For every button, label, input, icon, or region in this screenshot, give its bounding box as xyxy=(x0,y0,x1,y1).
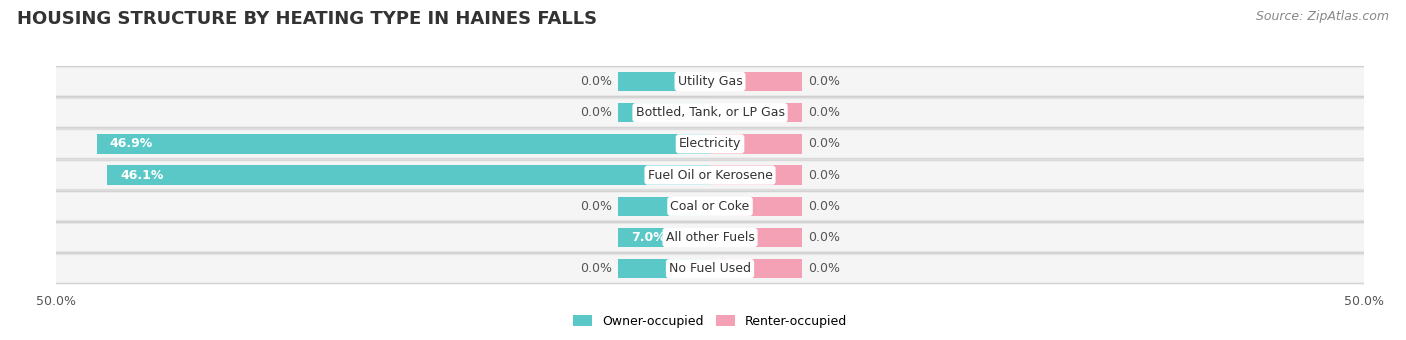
Text: 0.0%: 0.0% xyxy=(808,231,841,244)
Text: 0.0%: 0.0% xyxy=(808,169,841,182)
Bar xyxy=(619,72,710,91)
Bar xyxy=(619,197,710,216)
Bar xyxy=(710,197,801,216)
Text: 0.0%: 0.0% xyxy=(808,75,841,88)
Text: Electricity: Electricity xyxy=(679,137,741,150)
Text: 0.0%: 0.0% xyxy=(579,200,612,213)
Bar xyxy=(619,228,710,247)
Bar xyxy=(97,134,710,154)
Text: 0.0%: 0.0% xyxy=(808,200,841,213)
Bar xyxy=(619,103,710,122)
Bar xyxy=(107,166,710,185)
Legend: Owner-occupied, Renter-occupied: Owner-occupied, Renter-occupied xyxy=(568,310,852,333)
Bar xyxy=(710,166,801,185)
Text: 7.0%: 7.0% xyxy=(631,231,666,244)
Text: 0.0%: 0.0% xyxy=(808,106,841,119)
Bar xyxy=(710,259,801,278)
FancyBboxPatch shape xyxy=(49,129,1371,159)
FancyBboxPatch shape xyxy=(52,68,1368,95)
Text: Utility Gas: Utility Gas xyxy=(678,75,742,88)
Text: No Fuel Used: No Fuel Used xyxy=(669,262,751,275)
Text: All other Fuels: All other Fuels xyxy=(665,231,755,244)
Text: 0.0%: 0.0% xyxy=(579,262,612,275)
Text: Bottled, Tank, or LP Gas: Bottled, Tank, or LP Gas xyxy=(636,106,785,119)
Text: Coal or Coke: Coal or Coke xyxy=(671,200,749,213)
FancyBboxPatch shape xyxy=(49,98,1371,128)
Text: 46.1%: 46.1% xyxy=(121,169,163,182)
Bar xyxy=(619,259,710,278)
Text: Source: ZipAtlas.com: Source: ZipAtlas.com xyxy=(1256,10,1389,23)
Text: 0.0%: 0.0% xyxy=(808,262,841,275)
Text: 0.0%: 0.0% xyxy=(808,137,841,150)
Text: HOUSING STRUCTURE BY HEATING TYPE IN HAINES FALLS: HOUSING STRUCTURE BY HEATING TYPE IN HAI… xyxy=(17,10,598,28)
Text: 0.0%: 0.0% xyxy=(579,75,612,88)
Bar xyxy=(710,228,801,247)
FancyBboxPatch shape xyxy=(49,160,1371,190)
Bar xyxy=(710,103,801,122)
FancyBboxPatch shape xyxy=(52,131,1368,157)
Text: 0.0%: 0.0% xyxy=(579,106,612,119)
FancyBboxPatch shape xyxy=(49,191,1371,221)
FancyBboxPatch shape xyxy=(52,99,1368,126)
FancyBboxPatch shape xyxy=(52,162,1368,188)
FancyBboxPatch shape xyxy=(52,224,1368,251)
FancyBboxPatch shape xyxy=(49,254,1371,284)
FancyBboxPatch shape xyxy=(49,223,1371,253)
FancyBboxPatch shape xyxy=(52,193,1368,220)
Text: 46.9%: 46.9% xyxy=(110,137,153,150)
Bar xyxy=(710,134,801,154)
FancyBboxPatch shape xyxy=(49,67,1371,97)
FancyBboxPatch shape xyxy=(52,255,1368,282)
Text: Fuel Oil or Kerosene: Fuel Oil or Kerosene xyxy=(648,169,772,182)
Bar xyxy=(710,72,801,91)
